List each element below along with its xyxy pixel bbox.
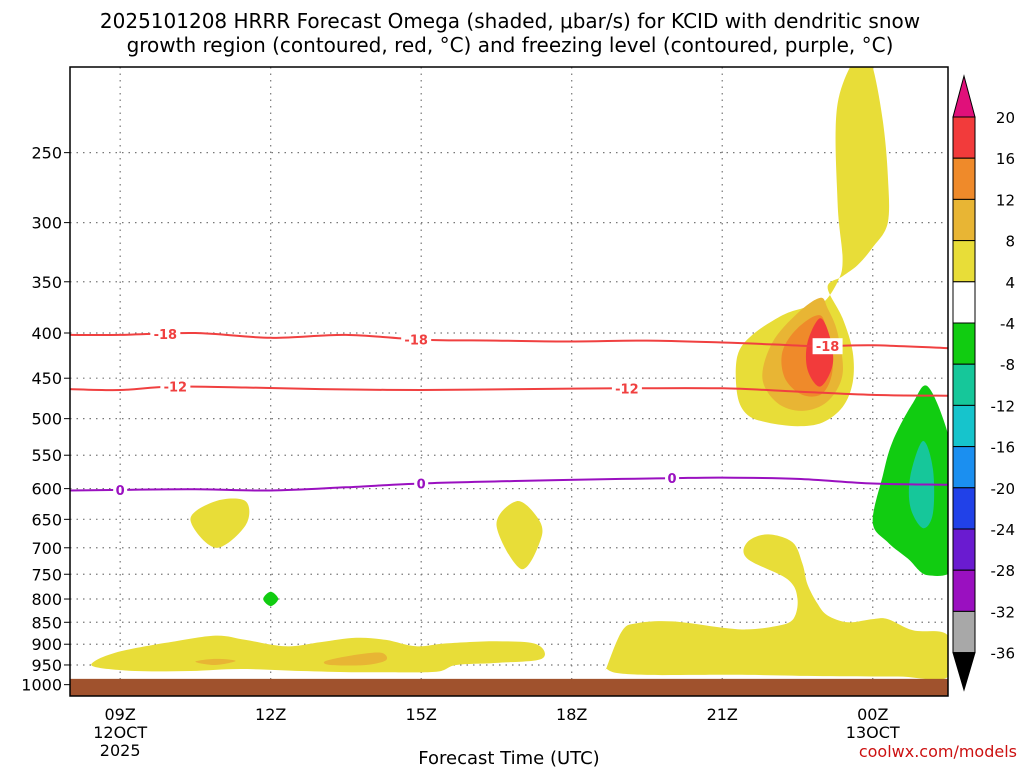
label-0-b: 0 [417, 477, 426, 492]
x-tick-label-4-line1: 21Z [707, 705, 738, 724]
omega-shading [91, 67, 948, 680]
plot-area: -18 -18 -18 -12 -12 0 0 0 [69, 66, 949, 697]
y-tick-label-900: 900 [31, 635, 62, 654]
dgz-minus-18 [70, 331, 948, 350]
label-12-a: -12 [164, 381, 188, 396]
colorbar-band-0 [952, 116, 976, 159]
colorbar-label-12: -32 [991, 603, 1016, 621]
pbl-updraft-east [605, 534, 948, 680]
label-18-b-bg [401, 331, 432, 348]
colorbar-label-4: 4 [1005, 274, 1015, 292]
colorbar-label-1: 16 [996, 150, 1015, 168]
colorbar-band-3 [952, 240, 976, 283]
y-tick-label-950: 950 [31, 656, 62, 675]
label-0-a: 0 [116, 484, 125, 499]
y-tick-label-650: 650 [31, 510, 62, 529]
y-tick-label-550: 550 [31, 446, 62, 465]
x-tick-label-0-line1: 09Z [105, 705, 136, 724]
credit-link[interactable]: coolwx.com/models [859, 742, 1017, 761]
colorbar-bottom-arrow [952, 652, 976, 692]
colorbar-band-6 [952, 363, 976, 406]
x-tick-label-2-line1: 15Z [406, 705, 437, 724]
pbl-updraft-west-8 [323, 652, 388, 666]
colorbar-label-8: -16 [991, 439, 1016, 457]
colorbar: 20 16 12 8 4 -4 -8 -12 -16 -20 -24 -28 -32 -36 [952, 74, 1016, 692]
label-12-b: -12 [615, 382, 639, 397]
upper-updraft-4-8 [735, 67, 890, 427]
x-tick-label-0-line3: 2025 [100, 741, 141, 760]
colorbar-label-13: -36 [991, 645, 1016, 663]
surface-ground [70, 678, 948, 696]
label-18-c-bg [812, 338, 843, 355]
x-tick-label-5-line2: 13OCT [846, 723, 900, 742]
pbl-updraft-west [91, 635, 545, 673]
x-tick-label-5-line1: 00Z [857, 705, 888, 724]
colorbar-label-0: 20 [996, 109, 1015, 127]
colorbar-band-5 [952, 322, 976, 365]
colorbar-band-12 [952, 610, 976, 654]
label-18-a-bg [150, 325, 181, 342]
colorbar-label-9: -20 [991, 480, 1016, 498]
y-tick-label-600: 600 [31, 480, 62, 499]
freezing-level-0 [70, 476, 948, 492]
colorbar-label-10: -24 [991, 521, 1016, 539]
x-tick-label-3-line1: 18Z [556, 705, 587, 724]
label-12-b-bg [611, 380, 642, 397]
colorbar-label-5: -4 [1000, 315, 1015, 333]
temperature-contours: -18 -18 -18 -12 -12 0 0 0 [70, 325, 948, 499]
small-downdraft [263, 591, 279, 607]
pbl-updraft-west-8b [195, 658, 236, 666]
y-tick-label-850: 850 [31, 613, 62, 632]
y-axis: 250 300 350 400 450 500 550 600 650 700 750 800 850 9… [21, 144, 70, 695]
colorbar-band-9 [952, 487, 976, 530]
y-tick-label-400: 400 [31, 324, 62, 343]
label-0-b-bg [414, 475, 429, 492]
label-0-c-bg [665, 470, 680, 487]
colorbar-label-3: 8 [1005, 233, 1015, 251]
label-18-b: -18 [404, 334, 428, 349]
y-tick-label-450: 450 [31, 369, 62, 388]
y-tick-label-750: 750 [31, 565, 62, 584]
colorbar-band-1 [952, 157, 976, 200]
label-12-a-bg [160, 378, 191, 395]
colorbar-band-8 [952, 446, 976, 489]
colorbar-label-7: -12 [991, 397, 1016, 415]
y-tick-label-800: 800 [31, 590, 62, 609]
y-tick-label-350: 350 [31, 273, 62, 292]
chart-title-line1: 2025101208 HRRR Forecast Omega (shaded, … [100, 9, 920, 33]
label-0-a-bg [113, 481, 128, 498]
colorbar-band-4 [952, 281, 976, 324]
x-axis-label: Forecast Time (UTC) [418, 748, 599, 768]
x-tick-label-0-line2: 12OCT [93, 723, 147, 742]
colorbar-band-10 [952, 528, 976, 571]
y-tick-label-300: 300 [31, 214, 62, 233]
label-18-a: -18 [154, 328, 178, 343]
colorbar-label-11: -28 [991, 562, 1016, 580]
plot-frame [69, 66, 949, 697]
lower-updraft-b [496, 501, 543, 570]
y-tick-label-1000: 1000 [21, 676, 62, 695]
colorbar-band-11 [952, 569, 976, 612]
colorbar-top-arrow [952, 74, 976, 118]
y-tick-label-500: 500 [31, 410, 62, 429]
colorbar-label-2: 12 [996, 191, 1015, 209]
colorbar-label-6: -8 [1000, 356, 1015, 374]
lower-updraft-a [190, 498, 250, 548]
label-0-c: 0 [668, 472, 677, 487]
y-tick-label-250: 250 [31, 144, 62, 163]
x-tick-label-1-line1: 12Z [255, 705, 286, 724]
colorbar-band-2 [952, 198, 976, 242]
chart-title-line2: growth region (contoured, red, °C) and f… [127, 33, 894, 57]
label-18-c: -18 [816, 340, 840, 355]
colorbar-band-7 [952, 404, 976, 448]
y-tick-label-700: 700 [31, 539, 62, 558]
